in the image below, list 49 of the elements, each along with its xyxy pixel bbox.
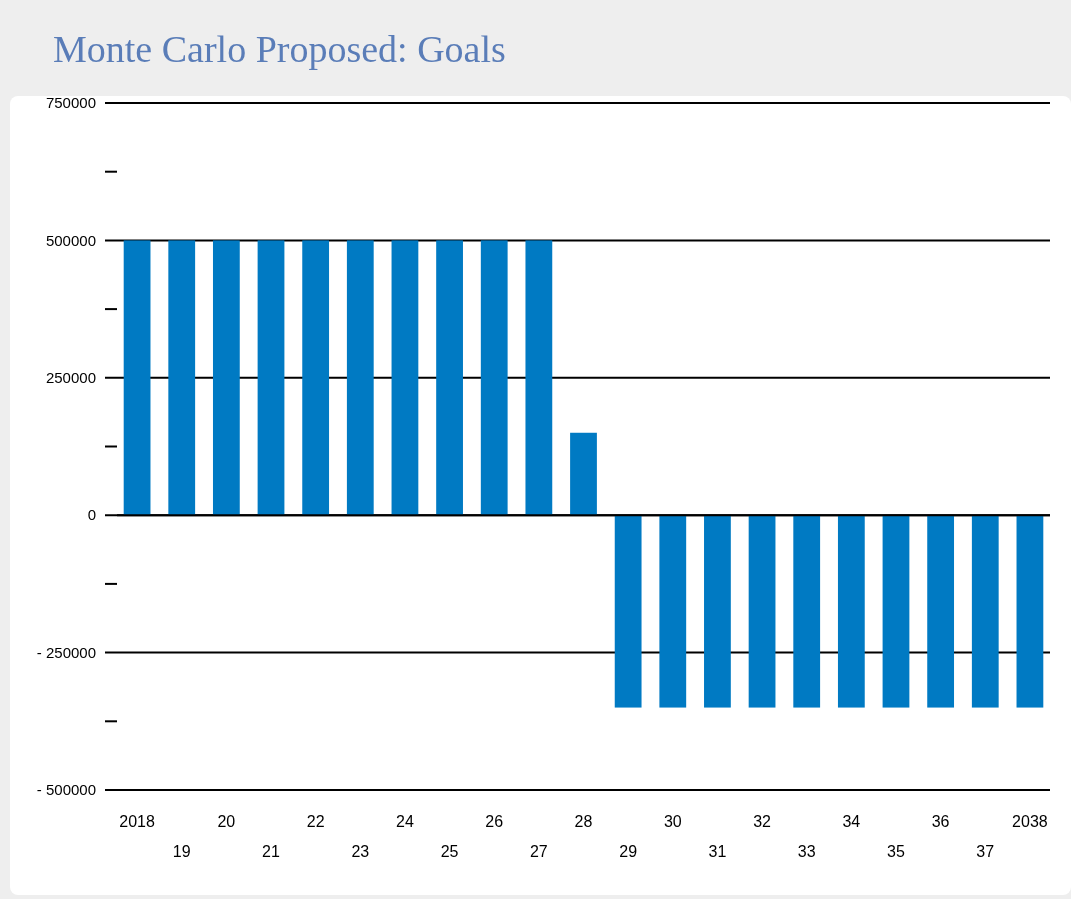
y-tick-label: 750000 — [45, 94, 96, 112]
x-tick-label: 2038 — [1012, 813, 1048, 830]
x-tick-label: 35 — [887, 843, 905, 860]
x-tick-label: 26 — [485, 813, 504, 830]
bar — [614, 515, 642, 708]
x-tick-label: 2018 — [119, 813, 155, 830]
bar — [927, 515, 955, 708]
bar — [1016, 515, 1044, 708]
x-tick-label: 33 — [797, 843, 816, 860]
x-tick-label: 30 — [663, 813, 682, 830]
x-tick-label: 23 — [351, 843, 370, 860]
bar — [168, 240, 196, 516]
x-tick-label: 22 — [306, 813, 325, 830]
bar — [525, 240, 553, 516]
x-tick-label: 27 — [529, 843, 548, 860]
bar — [257, 240, 285, 516]
x-tick-label: 29 — [619, 843, 638, 860]
bar — [212, 240, 240, 516]
bar — [971, 515, 999, 708]
y-tick-label: 250000 — [45, 369, 96, 387]
x-tick-label: 25 — [440, 843, 459, 860]
x-tick-label: 34 — [842, 813, 861, 830]
x-tick-label: 28 — [574, 813, 593, 830]
chart-title: Monte Carlo Proposed: Goals — [53, 28, 506, 70]
x-tick-label: 32 — [753, 813, 772, 830]
x-tick-label: 37 — [976, 843, 995, 860]
y-tick-label: - 500000 — [36, 781, 96, 799]
bar — [837, 515, 865, 708]
bar — [793, 515, 821, 708]
x-tick-label: 19 — [172, 843, 191, 860]
bar — [748, 515, 776, 708]
bar — [391, 240, 419, 516]
bar — [346, 240, 374, 516]
x-tick-label: 21 — [262, 843, 281, 860]
x-tick-label: 31 — [708, 843, 727, 860]
x-tick-label: 20 — [217, 813, 236, 830]
y-tick-label: - 250000 — [36, 643, 96, 661]
bar — [302, 240, 330, 516]
bar — [436, 240, 463, 516]
bar — [882, 515, 910, 708]
x-tick-label: 36 — [931, 813, 950, 830]
y-tick-label: 500000 — [45, 231, 96, 249]
bar — [570, 432, 597, 516]
bar — [480, 240, 508, 516]
bar — [704, 515, 731, 708]
bar — [123, 240, 151, 516]
x-tick-label: 24 — [396, 813, 414, 830]
y-tick-label: 0 — [87, 506, 96, 524]
bar — [659, 515, 687, 708]
